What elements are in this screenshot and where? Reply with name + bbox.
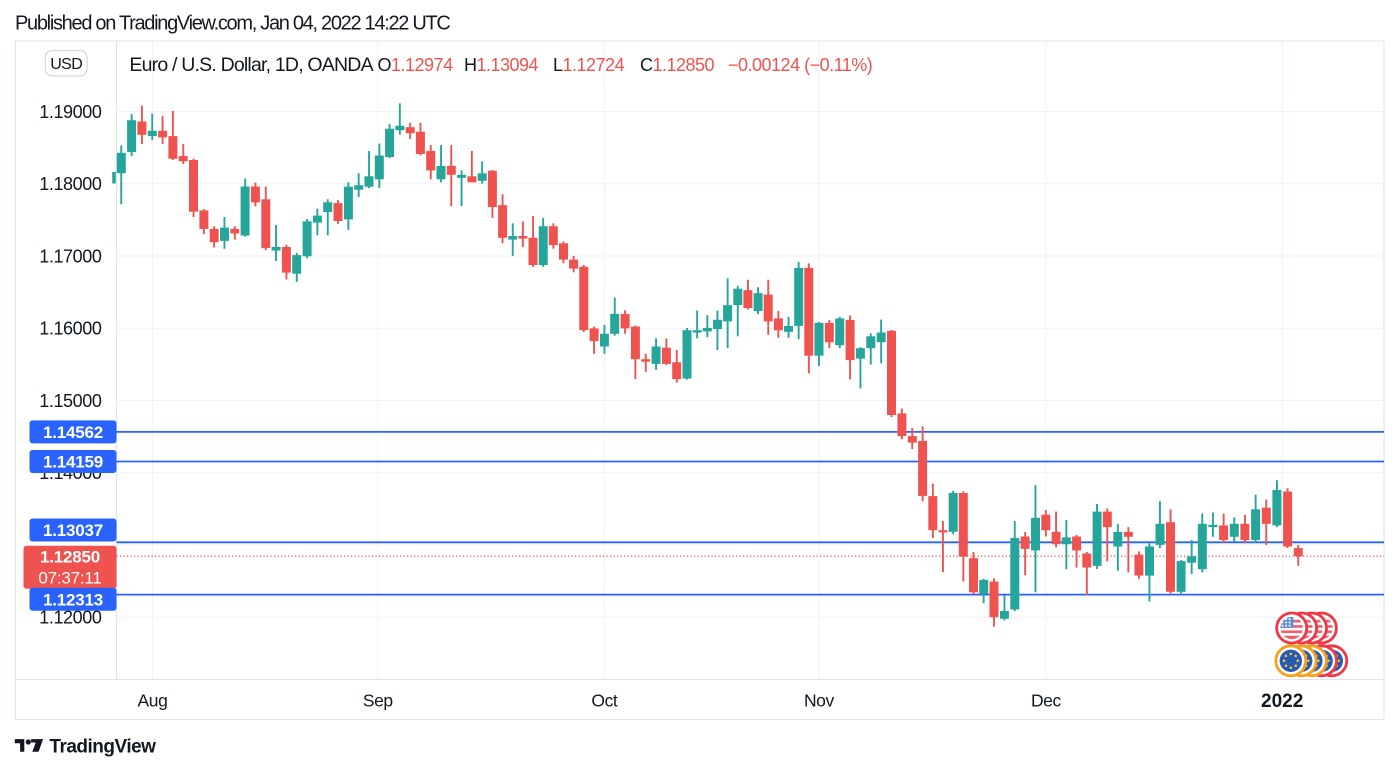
svg-text:Published on TradingView.com,: Published on TradingView.com, Jan 04, 20… bbox=[15, 13, 450, 35]
svg-text:C1.12850: C1.12850 bbox=[640, 55, 715, 75]
svg-text:Oct: Oct bbox=[591, 691, 618, 711]
svg-text:1.15000: 1.15000 bbox=[39, 391, 102, 411]
svg-text:H1.13094: H1.13094 bbox=[464, 55, 539, 75]
svg-text:1.17000: 1.17000 bbox=[39, 246, 102, 266]
svg-text:−0.00124 (−0.11%): −0.00124 (−0.11%) bbox=[728, 55, 872, 75]
svg-text:1.12850: 1.12850 bbox=[40, 548, 100, 567]
svg-text:TradingView: TradingView bbox=[49, 736, 156, 757]
svg-text:Dec: Dec bbox=[1031, 691, 1062, 711]
svg-text:1.13037: 1.13037 bbox=[43, 521, 103, 540]
svg-text:1.16000: 1.16000 bbox=[39, 319, 102, 339]
svg-text:1.19000: 1.19000 bbox=[39, 102, 102, 122]
svg-text:1.14159: 1.14159 bbox=[43, 453, 103, 472]
svg-text:USD: USD bbox=[50, 56, 82, 73]
svg-text:1.18000: 1.18000 bbox=[39, 174, 102, 194]
svg-text:1.12313: 1.12313 bbox=[43, 590, 103, 609]
svg-text:Euro / U.S. Dollar, 1D, OANDA: Euro / U.S. Dollar, 1D, OANDA bbox=[129, 54, 373, 76]
svg-text:07:37:11: 07:37:11 bbox=[38, 569, 101, 588]
svg-text:2022: 2022 bbox=[1261, 691, 1303, 712]
svg-text:Aug: Aug bbox=[138, 691, 168, 711]
svg-text:Nov: Nov bbox=[804, 691, 835, 711]
svg-text:1.14562: 1.14562 bbox=[43, 423, 103, 442]
svg-text:Sep: Sep bbox=[363, 691, 393, 711]
svg-text:L1.12724: L1.12724 bbox=[553, 55, 625, 75]
svg-text:O1.12974: O1.12974 bbox=[378, 55, 454, 75]
svg-text:1.12000: 1.12000 bbox=[39, 608, 102, 628]
